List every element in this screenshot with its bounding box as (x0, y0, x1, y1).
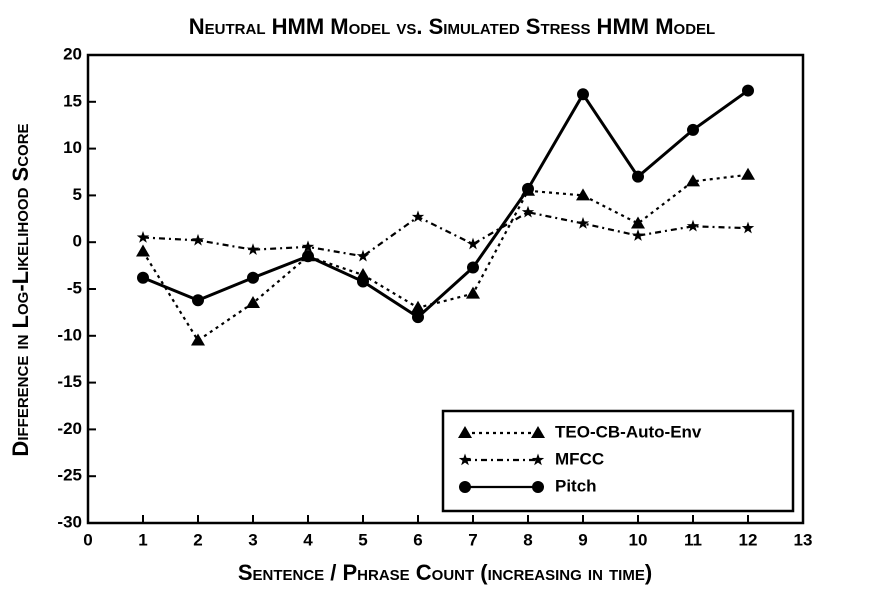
marker (686, 174, 700, 187)
marker (302, 250, 314, 263)
marker (246, 296, 260, 309)
y-tick-label: 20 (63, 44, 82, 63)
series-line (142, 211, 749, 258)
marker (246, 243, 260, 255)
marker (632, 170, 644, 183)
marker (576, 188, 590, 201)
x-tick-label: 0 (83, 530, 92, 549)
marker (411, 300, 425, 313)
chart-title: Neutral HMM Model vs. Simulated Stress H… (189, 14, 715, 39)
x-tick-label: 5 (358, 530, 367, 549)
x-tick-label: 6 (413, 530, 422, 549)
marker (687, 123, 699, 136)
marker (412, 311, 424, 324)
y-tick-label: -30 (57, 512, 82, 531)
marker (411, 210, 425, 223)
marker (357, 275, 369, 288)
y-tick-label: 0 (73, 232, 82, 251)
marker (247, 271, 259, 284)
x-tick-label: 4 (303, 530, 313, 549)
marker (356, 249, 370, 262)
marker (631, 229, 645, 241)
y-tick-label: 10 (63, 138, 82, 157)
marker (466, 286, 480, 299)
x-tick-label: 13 (794, 530, 813, 549)
legend-label: Pitch (555, 476, 597, 495)
y-tick-label: -15 (57, 372, 82, 391)
marker (301, 240, 315, 253)
x-tick-label: 11 (684, 530, 702, 549)
legend-marker (531, 426, 545, 438)
y-tick-label: -5 (67, 278, 82, 297)
legend-marker (458, 426, 472, 438)
x-tick-label: 9 (578, 530, 587, 549)
legend-marker (459, 481, 471, 493)
marker (466, 237, 480, 250)
x-tick-label: 1 (138, 530, 147, 549)
marker (522, 182, 534, 195)
marker (741, 221, 755, 234)
marker (577, 88, 589, 101)
marker (192, 294, 204, 307)
y-tick-label: 15 (63, 91, 82, 110)
marker (191, 233, 205, 246)
legend-label: TEO-CB-Auto-Env (555, 422, 702, 441)
marker (137, 271, 149, 284)
marker (742, 84, 754, 97)
x-tick-label: 12 (739, 530, 758, 549)
series-line (142, 89, 749, 319)
marker (521, 205, 535, 218)
x-tick-label: 7 (468, 530, 477, 549)
marker (136, 244, 150, 257)
legend-marker (531, 453, 545, 466)
y-tick-label: -10 (57, 325, 82, 344)
x-tick-label: 3 (248, 530, 257, 549)
marker (741, 167, 755, 180)
x-tick-label: 10 (629, 530, 648, 549)
x-tick-label: 2 (193, 530, 202, 549)
x-axis-label: Sentence / Phrase Count (increasing in t… (238, 560, 652, 585)
marker (686, 219, 700, 232)
y-axis-label: Difference in Log-Likelihood Score (8, 123, 33, 456)
legend-marker (532, 481, 544, 493)
y-tick-label: -25 (57, 466, 82, 485)
marker (631, 216, 645, 229)
marker (576, 216, 590, 229)
legend-marker (458, 453, 472, 466)
series-line (142, 173, 749, 343)
legend-label: MFCC (555, 449, 604, 468)
y-tick-label: -20 (57, 419, 82, 438)
x-tick-label: 8 (523, 530, 532, 549)
y-tick-label: 5 (73, 185, 82, 204)
marker (191, 333, 205, 346)
marker (136, 231, 150, 243)
marker (467, 261, 479, 274)
